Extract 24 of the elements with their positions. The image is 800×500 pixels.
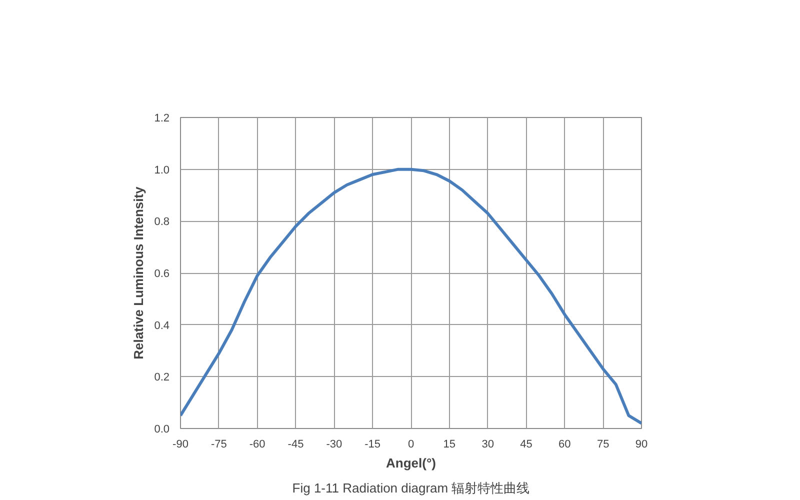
x-tick-label: 15 (443, 438, 456, 450)
x-tick-label: 60 (558, 438, 571, 450)
y-tick-label: 0.0 (154, 424, 170, 436)
y-tick-label: 0.6 (154, 268, 170, 280)
x-tick-label: -75 (210, 438, 227, 450)
x-axis-title: Angel(°) (386, 456, 436, 470)
x-tick-label: 45 (520, 438, 532, 450)
x-tick-label: 90 (635, 438, 648, 450)
y-tick-label: 0.8 (154, 216, 170, 228)
x-tick-label: -90 (172, 438, 188, 450)
x-tick-label: -60 (249, 438, 266, 450)
x-tick-label: -15 (364, 438, 381, 450)
y-axis-title: Relative Luminous Intensity (131, 186, 146, 360)
x-tick-label: 0 (408, 438, 414, 450)
text: Fig 1-11 Radiation diagram 辐射特性曲线 (292, 480, 530, 496)
y-tick-label: 1.0 (154, 164, 170, 176)
line-series (180, 168, 642, 425)
x-tick-label: 75 (596, 438, 610, 450)
y-tick-label: 1.2 (154, 112, 170, 124)
y-tick-label: 0.4 (154, 320, 170, 332)
x-tick-label: 30 (482, 438, 494, 450)
x-tick-label: -30 (326, 438, 342, 450)
y-tick-label: 0.2 (154, 372, 170, 384)
x-tick-label: -45 (288, 438, 304, 450)
